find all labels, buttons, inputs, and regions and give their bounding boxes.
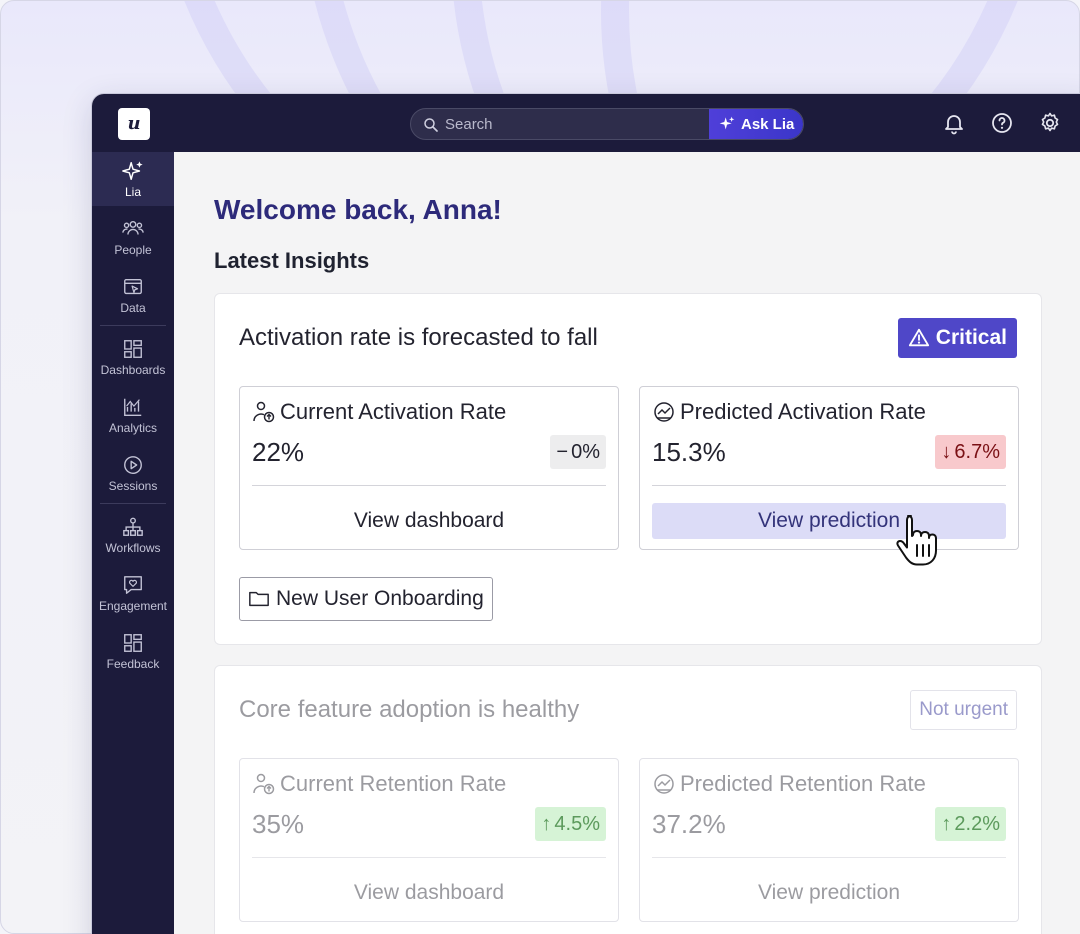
view-dashboard-button[interactable]: View dashboard: [353, 509, 505, 532]
metric-header: Current Retention Rate: [252, 771, 506, 797]
dash-icon: −: [556, 440, 569, 463]
insight-card: Activation rate is forecasted to fall Cr…: [214, 293, 1042, 645]
search-input[interactable]: [445, 109, 707, 139]
prediction-icon: [654, 774, 674, 794]
warning-icon: [908, 328, 929, 347]
metric-label: Current Retention Rate: [280, 771, 507, 796]
delta-badge: − 0%: [550, 435, 606, 469]
top-bar: u Ask Lia: [92, 94, 1080, 152]
sidebar-item-dashboards[interactable]: Dashboards: [92, 330, 174, 384]
metric-label: Current Activation Rate: [280, 399, 507, 424]
delta-badge: ↑ 4.5%: [535, 807, 606, 841]
sparkle-icon: [122, 161, 143, 180]
sidebar-item-label: Data: [120, 301, 146, 315]
sidebar-item-lia[interactable]: Lia: [92, 152, 174, 206]
metric-header: Predicted Retention Rate: [652, 771, 926, 797]
folder-tag-label: New User Onboarding: [276, 587, 484, 610]
search-icon: [424, 118, 438, 132]
arrow-up-icon: ↑: [541, 812, 552, 835]
ask-lia-label: Ask Lia: [741, 115, 795, 133]
delta-value: 6.7%: [954, 440, 1000, 463]
sidebar-item-analytics[interactable]: Analytics: [92, 388, 174, 442]
user-upload-icon: [253, 773, 275, 795]
metric-header: Predicted Activation Rate: [652, 399, 926, 425]
divider: [652, 857, 1006, 858]
insight-title: Activation rate is forecasted to fall: [239, 324, 598, 351]
insight-title: Core feature adoption is healthy: [239, 696, 580, 723]
divider: [252, 857, 606, 858]
divider: [652, 485, 1006, 486]
metric-card: Current Retention Rate 35% ↑ 4.5% View d…: [239, 758, 619, 922]
metric-value: 15.3%: [652, 437, 726, 467]
sidebar-item-label: Dashboards: [100, 363, 166, 377]
sparkle-icon: [719, 116, 735, 130]
people-icon: [122, 220, 144, 235]
sidebar-item-engagement[interactable]: Engagement: [92, 566, 174, 620]
sidebar-item-label: Engagement: [98, 599, 168, 613]
sidebar-item-sessions[interactable]: Sessions: [92, 446, 174, 500]
feedback-icon: [124, 634, 142, 652]
hand-cursor-icon: [896, 515, 937, 566]
ask-lia-button[interactable]: Ask Lia: [709, 109, 803, 139]
sidebar: Lia People Data: [92, 152, 174, 934]
delta-value: 0%: [571, 440, 600, 463]
folder-icon: [249, 591, 269, 607]
sidebar-item-label: Lia: [124, 185, 141, 199]
section-title: Latest Insights: [214, 248, 370, 273]
engagement-icon: [124, 576, 142, 594]
status-badge: Not urgent: [910, 690, 1017, 730]
folder-tag[interactable]: New User Onboarding: [239, 577, 493, 621]
metric-value: 37.2%: [652, 809, 726, 839]
search-bar: Ask Lia: [410, 108, 804, 140]
metric-value: 35%: [252, 809, 305, 839]
metric-label: Predicted Retention Rate: [680, 771, 926, 796]
metric-header: Current Activation Rate: [252, 399, 506, 425]
sidebar-item-label: Feedback: [106, 657, 160, 671]
analytics-icon: [124, 398, 142, 416]
metric-label: Predicted Activation Rate: [680, 399, 926, 424]
delta-value: 2.2%: [954, 812, 1000, 835]
arrow-up-icon: ↑: [941, 812, 952, 835]
sidebar-divider: [100, 325, 166, 326]
delta-value: 4.5%: [554, 812, 600, 835]
sidebar-item-workflows[interactable]: Workflows: [92, 508, 174, 562]
user-upload-icon: [253, 401, 275, 423]
metric-card: Predicted Activation Rate 15.3% ↓ 6.7% V…: [639, 386, 1019, 550]
sidebar-divider: [100, 503, 166, 504]
insight-card: Core feature adoption is healthy Not urg…: [214, 665, 1042, 934]
sidebar-item-people[interactable]: People: [92, 210, 174, 264]
gear-icon[interactable]: [1038, 111, 1062, 135]
sidebar-item-feedback[interactable]: Feedback: [92, 624, 174, 678]
sidebar-item-label: Workflows: [105, 541, 161, 555]
delta-badge: ↓ 6.7%: [935, 435, 1006, 469]
workflows-icon: [123, 517, 143, 536]
data-icon: [124, 278, 142, 295]
status-badge-label: Critical: [935, 326, 1007, 349]
metric-card: Predicted Retention Rate 37.2% ↑ 2.2% Vi…: [639, 758, 1019, 922]
delta-badge: ↑ 2.2%: [935, 807, 1006, 841]
sidebar-item-label: People: [114, 243, 152, 257]
dashboards-icon: [124, 340, 142, 358]
view-prediction-button[interactable]: View prediction: [757, 881, 901, 904]
app-logo[interactable]: u: [118, 108, 150, 140]
metric-value: 22%: [252, 437, 305, 467]
bell-icon[interactable]: [942, 111, 966, 135]
arrow-down-icon: ↓: [941, 440, 952, 463]
prediction-icon: [654, 402, 674, 422]
view-prediction-button[interactable]: View prediction: [652, 503, 1006, 539]
sidebar-item-data[interactable]: Data: [92, 268, 174, 322]
divider: [252, 485, 606, 486]
help-icon[interactable]: [990, 111, 1014, 135]
status-badge: Critical: [897, 318, 1017, 358]
sidebar-item-label: Sessions: [108, 479, 158, 493]
metric-card: Current Activation Rate 22% − 0% View da…: [239, 386, 619, 550]
view-dashboard-button[interactable]: View dashboard: [353, 881, 505, 904]
sidebar-item-label: Analytics: [108, 421, 158, 435]
play-icon: [124, 456, 142, 474]
page-title: Welcome back, Anna!: [214, 194, 502, 225]
